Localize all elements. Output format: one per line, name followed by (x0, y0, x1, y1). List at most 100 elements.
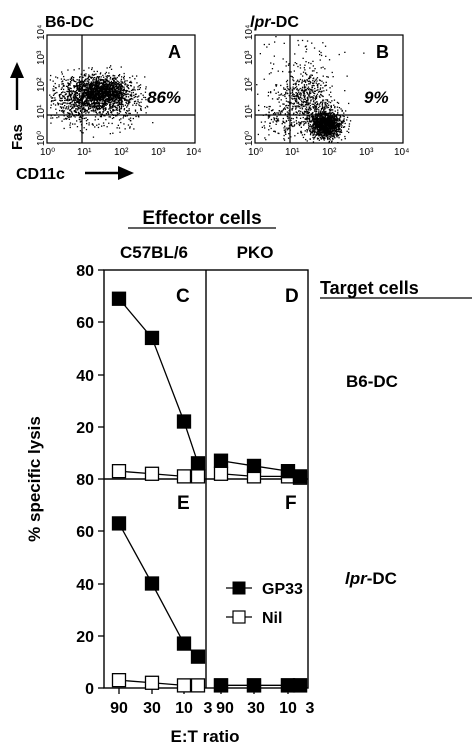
flow-dot (288, 125, 291, 127)
flow-dot (118, 119, 121, 121)
flow-dot (88, 98, 91, 100)
flow-dot (333, 113, 335, 115)
flow-dot (106, 100, 108, 103)
flow-dot (332, 111, 334, 114)
flow-dot (114, 96, 117, 98)
flow-dot (303, 67, 305, 69)
flow-dot (69, 126, 71, 129)
flow-b-title: lpr-DC (250, 14, 299, 31)
flow-dot (79, 89, 82, 91)
flow-dot (324, 105, 326, 107)
flow-dot (76, 126, 79, 128)
flow-dot (286, 129, 289, 131)
flow-dot (109, 76, 112, 79)
flow-dot (336, 126, 338, 128)
flow-dot (271, 68, 274, 70)
flow-dot (115, 107, 117, 109)
flow-dot (94, 82, 96, 84)
flow-dot (94, 88, 96, 90)
flow-dot (321, 135, 323, 137)
lysis-x-axis: 90 30 10 3 90 30 10 3 E:T ratio (110, 688, 315, 746)
flow-dot (289, 87, 292, 89)
flow-dot (298, 80, 300, 82)
flow-dot (345, 110, 347, 112)
flow-dot (74, 85, 77, 87)
flow-dot (75, 110, 77, 112)
flow-dot (82, 98, 84, 100)
flow-dot (344, 138, 346, 140)
flow-dot (78, 86, 81, 88)
flow-dot (128, 87, 130, 90)
flow-dot (54, 82, 56, 85)
flow-dot (107, 86, 109, 88)
flow-dot (328, 108, 331, 111)
flow-dot (117, 101, 120, 103)
flow-dot (70, 76, 73, 79)
flow-dot (66, 116, 69, 118)
flow-dot (324, 127, 326, 129)
flow-dot (335, 132, 337, 134)
flow-dot (84, 91, 86, 93)
flow-dot (304, 64, 306, 66)
flow-dot (126, 99, 128, 101)
xtick-label: 90 (216, 700, 234, 717)
flow-dot (66, 112, 69, 114)
flow-dot (348, 128, 350, 130)
flow-dot (57, 104, 59, 106)
flow-dot (50, 100, 53, 103)
flow-dot (322, 119, 324, 121)
flow-dot (285, 91, 287, 93)
flow-dot (310, 92, 312, 94)
flow-dot (132, 91, 134, 94)
flow-dot (94, 96, 96, 98)
flow-dot (80, 98, 83, 100)
flow-dot (107, 90, 109, 92)
flow-dot (319, 128, 322, 130)
flow-dot (134, 89, 136, 91)
flow-dot (81, 104, 84, 106)
flow-dot (100, 90, 102, 92)
flow-dot (318, 50, 321, 52)
flow-dot (330, 105, 332, 107)
flow-dot (275, 120, 277, 122)
flow-dot (348, 102, 350, 105)
flow-dot (117, 113, 119, 116)
flow-dot (79, 107, 81, 109)
flow-dot (92, 82, 94, 84)
flow-dot (336, 116, 338, 118)
flow-dot (120, 106, 123, 108)
flow-dot (311, 132, 314, 134)
flow-dot (108, 98, 110, 100)
flow-dot (129, 126, 131, 128)
flow-dot (125, 115, 127, 117)
flow-dot (313, 85, 315, 87)
flow-dot (334, 126, 336, 128)
flow-dot (96, 102, 98, 105)
flow-dot (306, 104, 309, 106)
series-line-gp33-c (118, 298, 199, 464)
flow-dot (307, 122, 310, 124)
flow-dot (318, 124, 320, 126)
flow-a-xtick: 10¹ (77, 147, 92, 158)
flow-dot (122, 82, 124, 84)
flow-dot (92, 108, 94, 110)
flow-dot (304, 130, 306, 132)
flow-dot (336, 113, 339, 115)
flow-dot (102, 111, 104, 113)
flow-dot (295, 82, 297, 84)
flow-dot (126, 110, 128, 112)
flow-dot (267, 91, 270, 93)
flow-dot (295, 92, 297, 94)
flow-dot (316, 108, 318, 110)
flow-dot (115, 91, 117, 93)
flow-dot (268, 134, 270, 136)
flow-dot (91, 84, 93, 86)
flow-dot (113, 92, 115, 95)
flow-dot (313, 110, 316, 112)
flow-dot (95, 95, 97, 97)
flow-dot (337, 130, 339, 133)
flow-dot (340, 130, 342, 132)
flow-dot (335, 134, 337, 136)
flow-dot (313, 138, 315, 140)
